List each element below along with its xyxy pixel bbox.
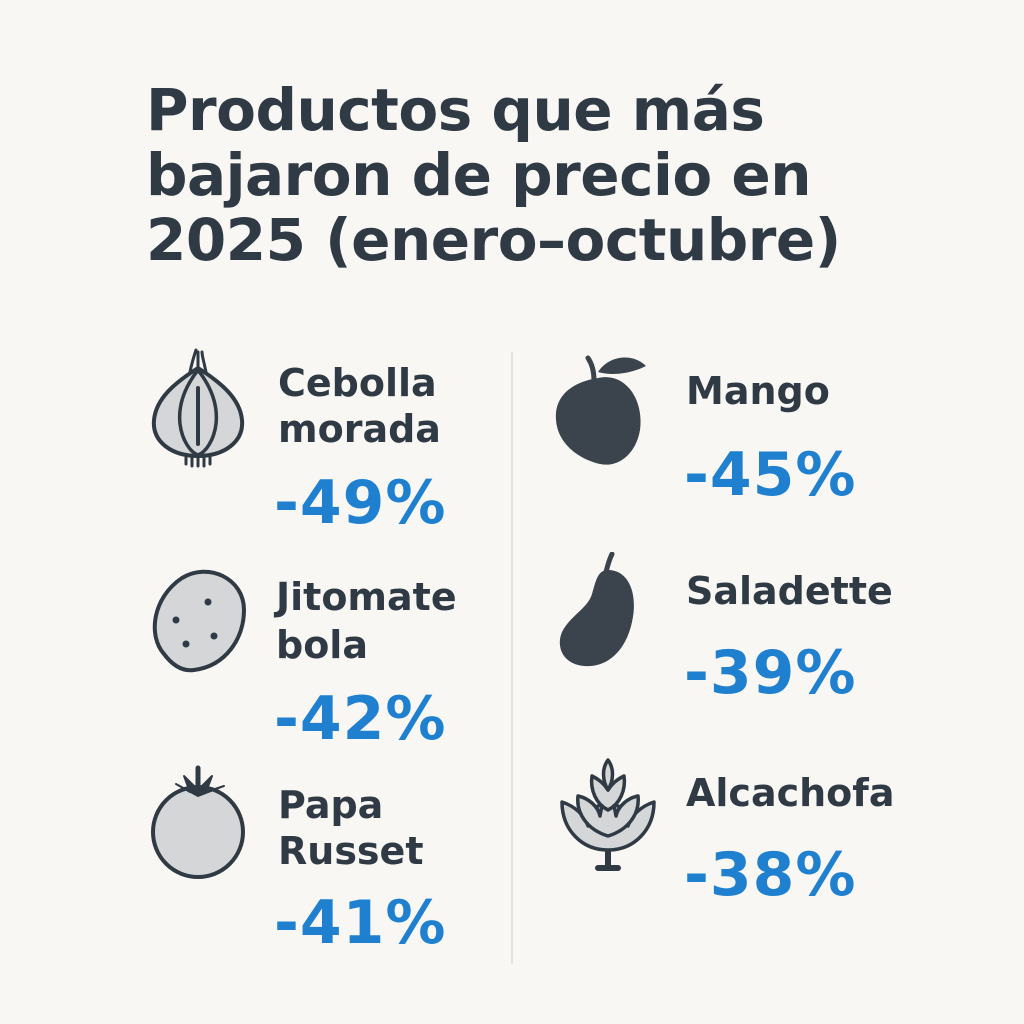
onion-icon	[146, 348, 250, 468]
price-change-value: -49%	[274, 468, 447, 538]
column-divider	[511, 352, 513, 964]
page-title: Productos que más bajaron de precio en 2…	[146, 76, 841, 274]
price-change-value: -38%	[684, 840, 857, 910]
price-change-value: -41%	[274, 888, 447, 958]
product-name: Saladette	[686, 569, 893, 613]
artichoke-icon	[556, 756, 660, 876]
price-change-value: -42%	[274, 684, 447, 754]
product-name-line2: morada	[278, 407, 441, 451]
eggplant-icon	[548, 552, 652, 672]
product-name-line1: Cebolla	[278, 361, 437, 405]
mango-icon	[548, 350, 652, 470]
product-name: Alcachofa	[686, 771, 895, 815]
tomato-icon	[146, 762, 250, 882]
price-change-value: -45%	[684, 440, 857, 510]
product-name-line2: bola	[276, 623, 368, 667]
product-name-line1: Jitomate	[276, 575, 457, 619]
potato-icon	[146, 562, 250, 682]
product-name-line2: Russet	[278, 829, 424, 873]
price-change-value: -39%	[684, 638, 857, 708]
product-name: Mango	[686, 369, 830, 413]
product-name-line1: Papa	[278, 783, 384, 827]
